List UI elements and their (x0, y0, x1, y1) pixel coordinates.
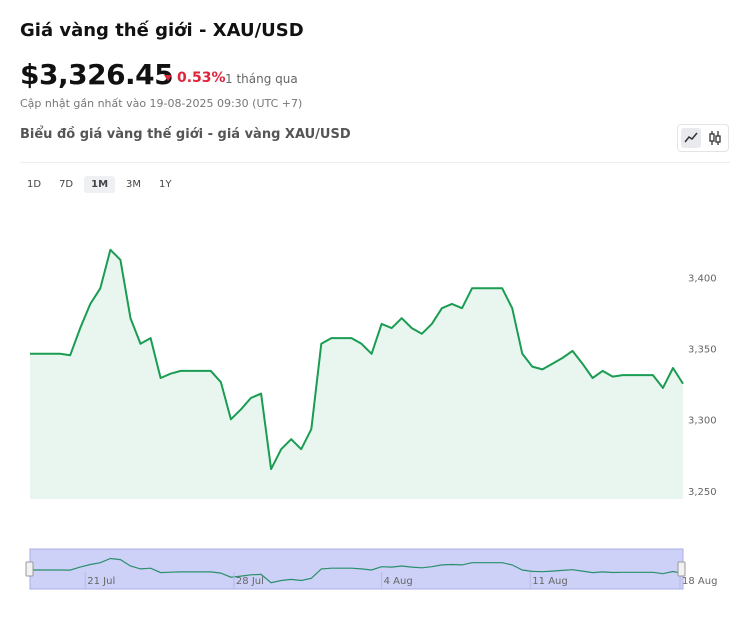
down-arrow (164, 75, 172, 81)
y-tick-label: 3,300 (688, 416, 717, 427)
x-tick-label: 4 Aug (384, 576, 413, 587)
x-tick-label: 18 Aug (682, 576, 717, 587)
range-button[interactable]: 7D (59, 179, 74, 190)
range-button[interactable]: 1Y (159, 179, 172, 190)
period: 1 tháng qua (225, 72, 298, 86)
x-tick-label: 11 Aug (532, 576, 567, 587)
range-buttons: 1D 7D 1M 3M 1Y (20, 176, 179, 193)
chart-type-icons (681, 128, 721, 148)
price-change: 0.53% (164, 70, 226, 86)
updated-time: Cập nhật gần nhất vào 19-08-2025 09:30 (… (20, 97, 303, 110)
navigator-handle-right[interactable] (677, 561, 686, 577)
separator (20, 162, 730, 163)
page-title: Giá vàng thế giới - XAU/USD (20, 20, 304, 41)
y-tick-label: 3,250 (688, 487, 717, 498)
x-tick-label: 28 Jul (236, 576, 264, 587)
y-tick-label: 3,350 (688, 345, 717, 356)
line-icon (684, 132, 698, 143)
x-tick-label: 21 Jul (87, 576, 115, 587)
y-tick-label: 3,400 (688, 273, 717, 284)
plot: 3,250 3,300 3,350 3,400 21 Jul 28 Jul 4 Aug 11 … (30, 248, 717, 589)
navigator-line (30, 557, 684, 584)
range-button[interactable]: 1D (27, 179, 42, 190)
line (30, 248, 684, 471)
navigator-handle-left[interactable] (25, 561, 34, 577)
chart-type-toggle (677, 124, 729, 152)
range-button[interactable]: 1M (84, 176, 116, 193)
price: $3,326.45 (20, 58, 174, 91)
range-button[interactable]: 3M (126, 179, 142, 190)
chart-heading: Biểu đồ giá vàng thế giới - giá vàng XAU… (20, 127, 351, 142)
candle-icon[interactable] (709, 131, 721, 145)
area (30, 249, 683, 499)
change-value: 0.53% (177, 70, 226, 86)
